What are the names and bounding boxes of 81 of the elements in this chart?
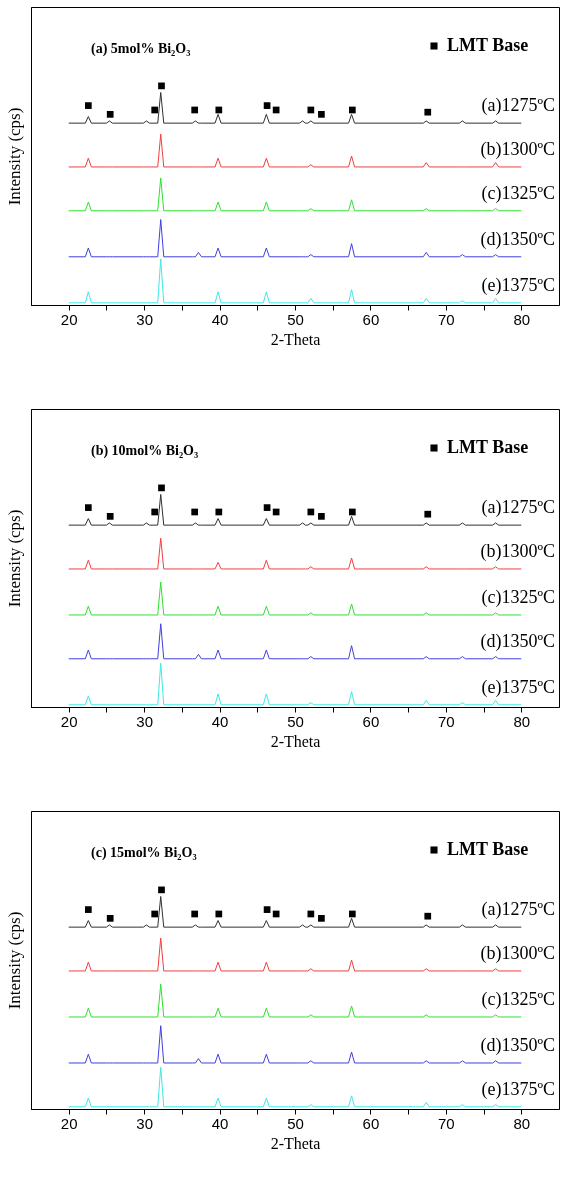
- point: [84, 906, 92, 913]
- point: [318, 111, 325, 118]
- chart-title: (a) 5mol% Bi₂O₃: [91, 41, 191, 57]
- y-axis-title: Intensity (cps): [4, 509, 24, 608]
- point: [106, 915, 114, 922]
- series-label: (d)1350ºC: [480, 630, 555, 652]
- x-tick-label: 40: [211, 712, 229, 730]
- x-tick-label: 30: [136, 1114, 153, 1132]
- x-tick-label: 50: [287, 1114, 304, 1132]
- y-axis-title: Intensity (cps): [4, 107, 24, 206]
- series-label: (b)1300ºC: [480, 942, 555, 964]
- point: [215, 508, 223, 516]
- series-label: (a)1275ºC: [481, 497, 555, 519]
- x-tick-label: 30: [136, 310, 153, 328]
- x-axis-title: 2-Theta: [270, 732, 321, 750]
- point: [307, 508, 315, 516]
- x-tick-label: 20: [60, 1114, 78, 1132]
- x-tick-label: 20: [60, 712, 78, 730]
- point: [215, 910, 223, 918]
- legend-label: LMT Base: [447, 35, 529, 55]
- legend-label: LMT Base: [447, 839, 529, 859]
- x-tick-label: 30: [136, 712, 153, 730]
- x-tick-label: 70: [438, 712, 455, 730]
- x-tick-label: 60: [362, 712, 380, 730]
- x-tick-label: 50: [287, 310, 304, 328]
- point: [191, 910, 199, 918]
- point: [318, 513, 325, 520]
- point: [84, 102, 92, 109]
- point: [424, 510, 432, 518]
- series-label: (e)1375ºC: [481, 676, 555, 698]
- x-tick-label: 20: [60, 310, 78, 328]
- x-axis-title: 2-Theta: [270, 330, 321, 348]
- point: [191, 508, 199, 516]
- point: [191, 106, 199, 114]
- point: [263, 504, 271, 511]
- series-label: (d)1350ºC: [480, 1034, 555, 1056]
- x-tick-label: 40: [211, 1114, 229, 1132]
- point: [106, 111, 114, 118]
- point: [348, 106, 356, 114]
- series-label: (c)1325ºC: [481, 586, 555, 608]
- x-tick-label: 50: [287, 712, 304, 730]
- point: [158, 886, 165, 894]
- chart-title: (c) 15mol% Bi₂O₃: [91, 845, 197, 861]
- series-label: (e)1375ºC: [481, 274, 555, 296]
- point: [424, 912, 432, 920]
- x-tick-label: 60: [362, 310, 380, 328]
- y-axis-title: Intensity (cps): [4, 911, 24, 1010]
- series-label: (d)1350ºC: [480, 228, 555, 250]
- x-tick-label: 70: [438, 1114, 455, 1132]
- series-label: (e)1375ºC: [481, 1078, 555, 1100]
- point: [158, 484, 165, 492]
- point: [318, 915, 325, 922]
- series-label: (a)1275ºC: [481, 95, 555, 117]
- point: [424, 108, 432, 116]
- point: [263, 102, 271, 109]
- point: [263, 906, 271, 913]
- point: [215, 106, 223, 114]
- series-label: (c)1325ºC: [481, 988, 555, 1010]
- series-label: (c)1325ºC: [481, 182, 555, 204]
- x-tick-label: 60: [362, 1114, 380, 1132]
- point: [151, 508, 159, 516]
- legend-label: LMT Base: [447, 437, 529, 457]
- point: [307, 106, 315, 114]
- point: [106, 513, 114, 520]
- series-label: (b)1300ºC: [480, 138, 555, 160]
- point: [151, 106, 159, 114]
- point: [348, 910, 356, 918]
- point: [151, 910, 159, 918]
- point: [158, 82, 165, 90]
- point: [348, 508, 356, 516]
- series-label: (b)1300ºC: [480, 540, 555, 562]
- point: [307, 910, 315, 918]
- chart-title: (b) 10mol% Bi₂O₃: [91, 443, 199, 459]
- x-tick-label: 40: [211, 310, 229, 328]
- x-tick-label: 70: [438, 310, 455, 328]
- series-label: (a)1275ºC: [481, 899, 555, 921]
- x-axis-title: 2-Theta: [270, 1134, 321, 1152]
- x-tick-label: 80: [513, 1114, 531, 1132]
- point: [84, 504, 92, 511]
- x-tick-label: 80: [513, 712, 531, 730]
- x-tick-label: 80: [513, 310, 531, 328]
